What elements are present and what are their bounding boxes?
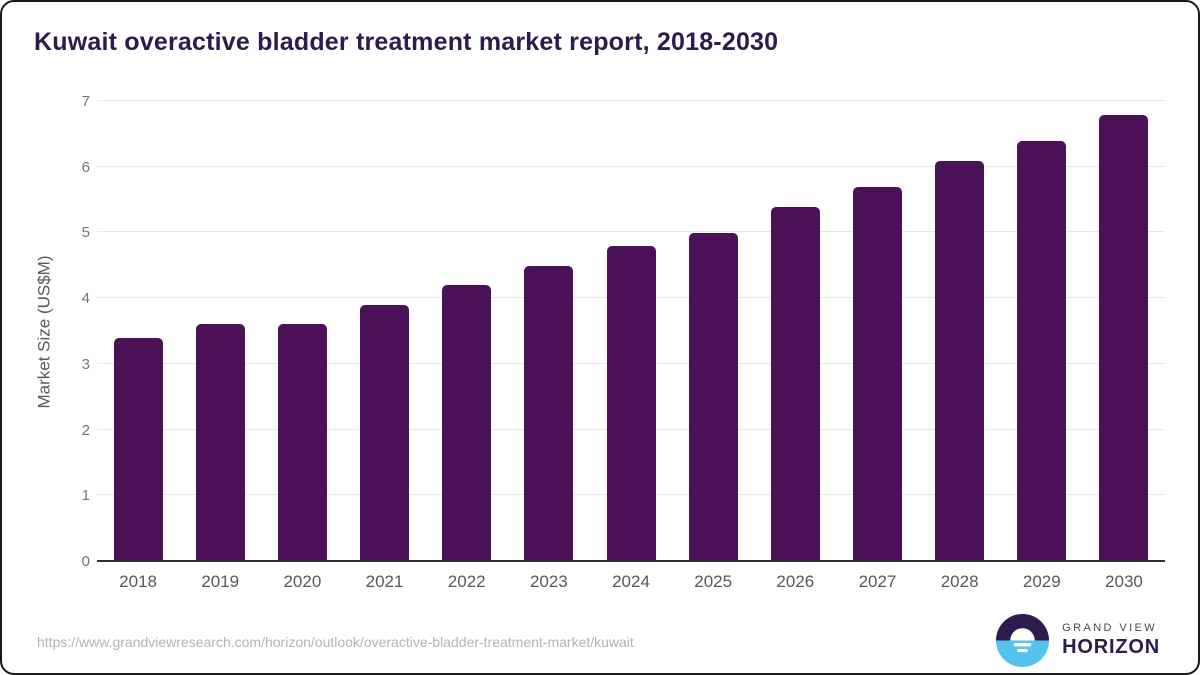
x-axis-label: 2021 (365, 572, 404, 591)
x-axis-label: 2027 (858, 572, 897, 591)
bar-cell (1083, 102, 1165, 560)
bar-2019 (195, 324, 245, 560)
y-axis-tick-label: 0 (81, 553, 90, 570)
bar-cell (97, 102, 179, 560)
y-axis-tick-label: 4 (81, 290, 90, 308)
bar-2027 (852, 187, 902, 560)
gridline (97, 100, 1165, 101)
bar-2021 (360, 304, 410, 560)
bar-cell (426, 102, 508, 560)
bar-cell (261, 102, 343, 560)
y-axis-ticks: 0 1 2 3 4 5 6 7 (50, 93, 90, 570)
logo-mark-icon (996, 613, 1050, 668)
x-axis-label: 2018 (119, 572, 157, 591)
logo-text-line1: GRAND VIEW (1062, 622, 1158, 634)
gridline (97, 231, 1165, 233)
bar-cell (1001, 102, 1083, 560)
bar-cell (754, 102, 836, 560)
logo-text-line2: HORIZON (1062, 636, 1160, 658)
bar-2023 (524, 265, 574, 560)
page-title: Kuwait overactive bladder treatment mark… (34, 28, 779, 56)
plot-area (97, 100, 1165, 562)
grandview-horizon-logo: GRAND VIEW HORIZON (995, 613, 1160, 668)
bar-cell (508, 102, 590, 560)
x-axis-label: 2025 (694, 572, 733, 591)
bar-cell (179, 102, 261, 560)
bar-cell (919, 102, 1001, 560)
source-url: https://www.grandviewresearch.com/horizo… (37, 634, 634, 650)
bar-2022 (442, 285, 492, 560)
x-axis-labels: 2018 2019 2020 2021 2022 2023 2024 2025 2026 2027… (97, 572, 1165, 592)
x-axis-label: 2024 (612, 572, 650, 591)
bar-cell (343, 102, 425, 560)
bar-cell (836, 102, 918, 560)
bar-2026 (770, 206, 820, 560)
bar-2024 (606, 245, 656, 560)
y-axis-tick-label: 1 (81, 487, 90, 505)
logo-text: GRAND VIEW HORIZON (1062, 622, 1160, 659)
bar-cell (590, 102, 672, 560)
gridline (97, 165, 1165, 167)
x-axis-label: 2022 (447, 572, 486, 591)
x-axis-label: 2030 (1105, 572, 1143, 591)
x-axis-label: 2019 (201, 572, 240, 591)
bar-2018 (113, 337, 163, 560)
y-axis-tick-label: 6 (81, 158, 90, 176)
x-axis-label: 2026 (776, 572, 815, 591)
bar-2028 (935, 160, 985, 560)
x-axis-label: 2028 (940, 572, 979, 591)
bar-2030 (1099, 115, 1149, 560)
bar-2025 (688, 232, 738, 560)
y-axis-tick-label: 5 (81, 224, 90, 242)
x-axis-label: 2029 (1022, 572, 1061, 591)
bar-2029 (1017, 141, 1067, 560)
y-axis-tick-label: 7 (81, 93, 90, 110)
bars-row (97, 102, 1165, 560)
y-axis-tick-label: 3 (81, 355, 90, 373)
bar-cell (672, 102, 754, 560)
y-axis-tick-label: 2 (81, 421, 90, 439)
x-axis-label: 2023 (529, 572, 568, 591)
x-axis-label: 2020 (283, 572, 322, 591)
bar-2020 (277, 324, 327, 560)
